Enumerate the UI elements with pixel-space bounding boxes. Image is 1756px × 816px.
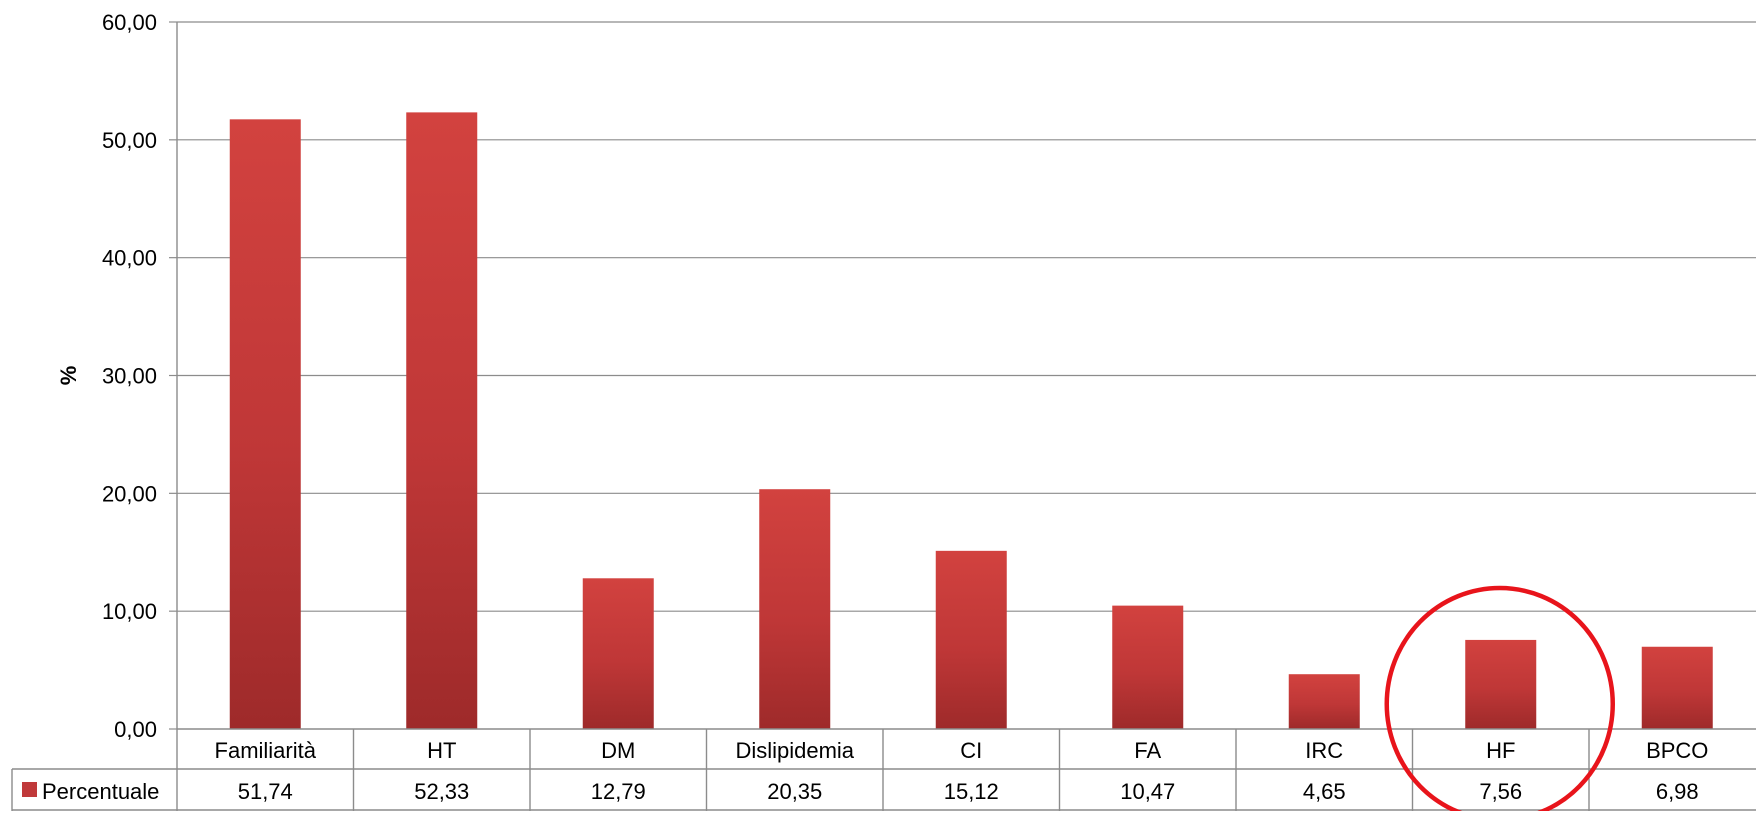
x-tick-label: FA: [1134, 738, 1161, 763]
y-tick-label: 10,00: [102, 599, 157, 624]
bar: [406, 112, 478, 729]
x-tick-label: HT: [427, 738, 456, 763]
y-tick-label: 40,00: [102, 246, 157, 271]
data-label: 6,98: [1656, 779, 1699, 804]
x-tick-label: IRC: [1305, 738, 1343, 763]
x-tick-label: Familiarità: [215, 738, 317, 763]
data-label: 10,47: [1120, 779, 1175, 804]
data-label: 52,33: [414, 779, 469, 804]
bar: [1112, 605, 1184, 729]
bar: [582, 578, 654, 729]
bar: [229, 119, 301, 730]
bar: [759, 489, 831, 729]
data-label: 4,65: [1303, 779, 1346, 804]
bar: [1288, 674, 1360, 729]
y-tick-label: 60,00: [102, 10, 157, 35]
data-label: 15,12: [944, 779, 999, 804]
bar: [1641, 646, 1713, 729]
y-tick-label: 30,00: [102, 364, 157, 389]
data-label: 12,79: [591, 779, 646, 804]
bar: [935, 550, 1007, 729]
y-tick-label: 0,00: [114, 717, 157, 742]
y-tick-label: 20,00: [102, 481, 157, 506]
legend-swatch: [22, 782, 37, 797]
x-tick-label: CI: [960, 738, 982, 763]
legend-series-name: Percentuale: [42, 779, 159, 804]
y-axis-label: %: [56, 366, 81, 386]
data-label: 7,56: [1479, 779, 1522, 804]
x-tick-label: BPCO: [1646, 738, 1708, 763]
bars: [229, 112, 1713, 730]
y-axis: 0,00 10,00 20,00 30,00 40,00 50,00 60,00: [102, 10, 178, 742]
bar: [1465, 639, 1537, 729]
x-tick-label: Dislipidemia: [735, 738, 854, 763]
data-table: Familiarità 51,74 HT 52,33 DM 12,79 Dislipidem…: [11, 728, 1756, 811]
x-tick-label: HF: [1486, 738, 1515, 763]
highlight-annotation: [1384, 585, 1615, 816]
y-tick-label: 50,00: [102, 128, 157, 153]
highlight-ellipse: [1384, 585, 1615, 816]
x-tick-label: DM: [601, 738, 635, 763]
data-label: 51,74: [238, 779, 293, 804]
data-label: 20,35: [767, 779, 822, 804]
